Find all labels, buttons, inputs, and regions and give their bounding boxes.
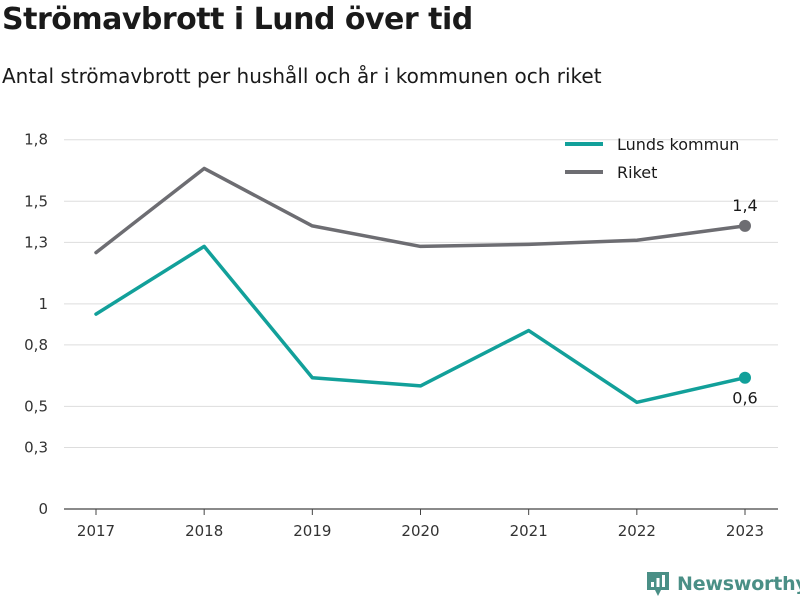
y-tick-label: 1 [38, 295, 48, 313]
x-tick-label: 2021 [510, 522, 548, 540]
y-tick-label: 1,5 [24, 192, 48, 210]
chart-title: Strömavbrott i Lund över tid [2, 2, 473, 37]
newsworthy-icon [647, 572, 669, 596]
series-end-point-0 [739, 371, 751, 384]
y-tick-label: 1,8 [24, 131, 48, 149]
legend-label-0: Lunds kommun [617, 135, 739, 154]
x-tick-label: 2023 [726, 522, 764, 540]
legend: Lunds kommun Riket [565, 135, 739, 182]
y-axis-ticks: 0 0,3 0,5 0,8 1 1,3 1,5 1,8 [24, 131, 48, 518]
series-lines: 0,6 1,4 [94, 166, 758, 408]
y-tick-label: 0,5 [24, 397, 48, 415]
series-line-1 [94, 166, 747, 255]
y-tick-label: 0,3 [24, 438, 48, 456]
chart-subtitle: Antal strömavbrott per hushåll och år i … [2, 64, 602, 88]
series-line-0 [94, 244, 747, 405]
x-tick-label: 2017 [77, 522, 115, 540]
y-tick-label: 1,3 [24, 233, 48, 251]
x-axis-ticks: 2017 2018 2019 2020 2021 2022 2023 [77, 509, 764, 540]
gridlines [64, 139, 778, 510]
series-end-point-1 [739, 219, 751, 232]
x-tick-label: 2019 [293, 522, 331, 540]
y-tick-label: 0 [38, 500, 48, 518]
brand-logo: Newsworthy [645, 570, 800, 598]
x-tick-label: 2020 [401, 522, 439, 540]
x-tick-label: 2022 [618, 522, 656, 540]
legend-label-1: Riket [617, 163, 657, 182]
data-label-1: 1,4 [732, 196, 757, 215]
data-label-0: 0,6 [732, 389, 757, 408]
x-tick-label: 2018 [185, 522, 223, 540]
y-tick-label: 0,8 [24, 336, 48, 354]
brand-name: Newsworthy [677, 573, 800, 595]
